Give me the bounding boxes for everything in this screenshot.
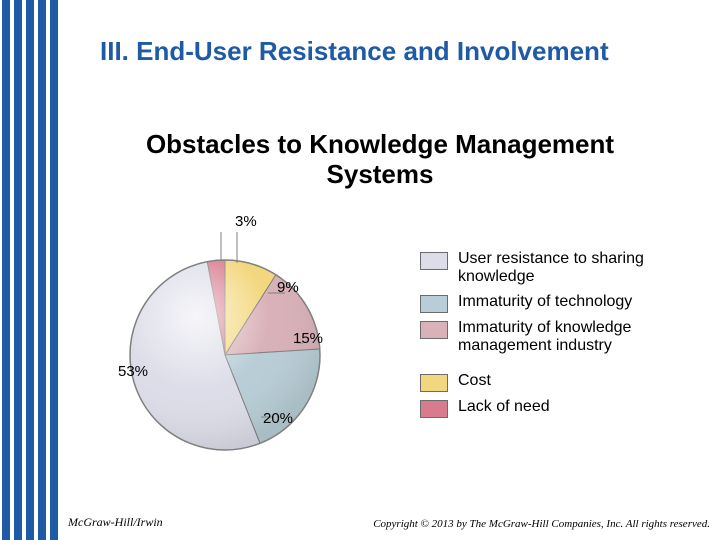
- slice-label-1: 3%: [235, 213, 257, 230]
- slice-label-5: 53%: [118, 363, 148, 380]
- slice-label-4: 20%: [263, 410, 293, 427]
- legend-label: Immaturity of knowledge management indus…: [458, 319, 710, 356]
- legend-item: Lack of need: [420, 398, 710, 418]
- legend-swatch: [420, 374, 448, 392]
- legend: User resistance to sharing knowledge Imma…: [420, 250, 710, 424]
- legend-swatch: [420, 400, 448, 418]
- slice-label-3: 15%: [293, 330, 323, 347]
- slice-label-2: 9%: [277, 279, 299, 296]
- footer-copyright: Copyright © 2013 by The McGraw-Hill Comp…: [373, 518, 710, 530]
- legend-label: Cost: [458, 372, 491, 390]
- legend-item: Cost: [420, 372, 710, 392]
- legend-item: Immaturity of technology: [420, 293, 710, 313]
- legend-label: User resistance to sharing knowledge: [458, 250, 710, 287]
- legend-swatch: [420, 321, 448, 339]
- legend-swatch: [420, 295, 448, 313]
- legend-label: Lack of need: [458, 398, 550, 416]
- page-subtitle: Obstacles to Knowledge Management System…: [100, 130, 660, 190]
- legend-item: Immaturity of knowledge management indus…: [420, 319, 710, 356]
- legend-label: Immaturity of technology: [458, 293, 632, 311]
- legend-item: User resistance to sharing knowledge: [420, 250, 710, 287]
- footer-publisher: McGraw-Hill/Irwin: [68, 515, 163, 530]
- page-title: III. End-User Resistance and Involvement: [100, 36, 680, 67]
- accent-stripes: [0, 0, 60, 540]
- legend-swatch: [420, 252, 448, 270]
